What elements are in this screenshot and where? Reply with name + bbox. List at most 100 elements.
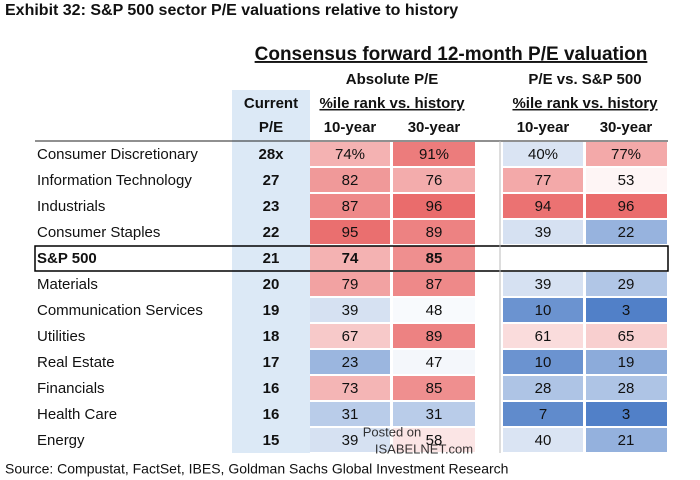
heat-cell <box>503 298 583 322</box>
current-pe: 27 <box>263 172 280 189</box>
rank-value: 65 <box>618 328 635 345</box>
highlight-box <box>34 245 669 272</box>
rank-value: 7 <box>539 406 547 423</box>
rank-value: 31 <box>426 406 443 423</box>
heat-cell <box>586 428 667 452</box>
current-pe: 20 <box>263 276 280 293</box>
heat-cell <box>393 324 475 348</box>
heat-cell <box>310 298 390 322</box>
watermark: ISABELNET.com <box>375 441 473 456</box>
watermark: Posted on <box>363 424 422 439</box>
rank-value: 40 <box>535 432 552 449</box>
rank-value: 85 <box>426 380 443 397</box>
current-pe: 28x <box>258 146 284 163</box>
current-pe: 15 <box>263 432 280 449</box>
row-label: S&P 500 <box>37 250 97 267</box>
rank-value: 61 <box>535 328 552 345</box>
heat-cell <box>503 220 583 244</box>
rank-value: 3 <box>622 406 630 423</box>
rank-value: 39 <box>342 432 359 449</box>
rank-value: 96 <box>618 198 635 215</box>
heat-cell <box>393 402 475 426</box>
rank-value: 85 <box>426 250 443 267</box>
column-header: 10-year <box>517 119 570 136</box>
rank-value: 89 <box>426 328 443 345</box>
rank-value: 39 <box>535 276 552 293</box>
heat-cell <box>393 142 475 166</box>
heat-cell <box>586 324 667 348</box>
rank-value: 40% <box>528 146 558 163</box>
heat-cell <box>393 220 475 244</box>
heat-cell <box>503 142 583 166</box>
group-header: P/E vs. S&P 500 <box>528 71 641 88</box>
rank-value: 76 <box>426 172 443 189</box>
column-header: 30-year <box>408 119 461 136</box>
heat-cell <box>310 402 390 426</box>
heat-cell <box>586 376 667 400</box>
heat-cell <box>503 376 583 400</box>
heat-cell <box>310 376 390 400</box>
heat-cell <box>393 298 475 322</box>
current-pe: 19 <box>263 302 280 319</box>
column-header: 10-year <box>324 119 377 136</box>
row-label: Financials <box>37 380 105 397</box>
heat-cell <box>310 220 390 244</box>
column-header: 30-year <box>600 119 653 136</box>
rank-value: 23 <box>342 354 359 371</box>
heat-cell <box>310 272 390 296</box>
title: Exhibit 32: S&P 500 sector P/E valuation… <box>5 2 458 19</box>
row-label: Consumer Discretionary <box>37 146 198 163</box>
current-pe: 16 <box>263 406 280 423</box>
heat-cell <box>503 428 583 452</box>
heat-cell <box>393 168 475 192</box>
row-label: Consumer Staples <box>37 224 160 241</box>
group-header: Absolute P/E <box>346 71 439 88</box>
row-label: Real Estate <box>37 354 115 371</box>
current-pe: 17 <box>263 354 280 371</box>
rank-value: 39 <box>535 224 552 241</box>
heat-cell <box>503 168 583 192</box>
rank-value: 21 <box>618 432 635 449</box>
row-label: Materials <box>37 276 98 293</box>
heat-cell <box>393 194 475 218</box>
row-label: Information Technology <box>37 172 192 189</box>
rank-value: 77% <box>611 146 641 163</box>
current-pe: 23 <box>263 198 280 215</box>
heat-cell <box>586 402 667 426</box>
rank-value: 19 <box>618 354 635 371</box>
rank-value: 82 <box>342 172 359 189</box>
rank-value: 77 <box>535 172 552 189</box>
heat-cell <box>586 220 667 244</box>
rank-value: 31 <box>342 406 359 423</box>
heat-cell <box>310 142 390 166</box>
group-subheader: %ile rank vs. history <box>512 95 658 112</box>
rank-value: 67 <box>342 328 359 345</box>
subtitle: Consensus forward 12-month P/E valuation <box>255 44 648 65</box>
current-pe: 16 <box>263 380 280 397</box>
current-header: P/E <box>259 119 283 136</box>
heat-cell <box>586 168 667 192</box>
rank-value: 73 <box>342 380 359 397</box>
rank-value: 87 <box>342 198 359 215</box>
rank-value: 39 <box>342 302 359 319</box>
rank-value: 10 <box>535 354 552 371</box>
heat-cell <box>393 376 475 400</box>
row-label: Utilities <box>37 328 85 345</box>
heat-cell <box>310 246 390 270</box>
rank-value: 87 <box>426 276 443 293</box>
current-pe: 22 <box>263 224 280 241</box>
source: Source: Compustat, FactSet, IBES, Goldma… <box>5 461 508 477</box>
heat-cell <box>503 324 583 348</box>
rank-value: 48 <box>426 302 443 319</box>
heat-cell <box>393 272 475 296</box>
rank-value: 10 <box>535 302 552 319</box>
row-label: Industrials <box>37 198 105 215</box>
current-pe: 21 <box>263 250 280 267</box>
rank-value: 89 <box>426 224 443 241</box>
row-label: Health Care <box>37 406 117 423</box>
heat-cell <box>393 350 475 374</box>
heat-cell <box>586 272 667 296</box>
group-subheader: %ile rank vs. history <box>319 95 465 112</box>
rank-value: 79 <box>342 276 359 293</box>
